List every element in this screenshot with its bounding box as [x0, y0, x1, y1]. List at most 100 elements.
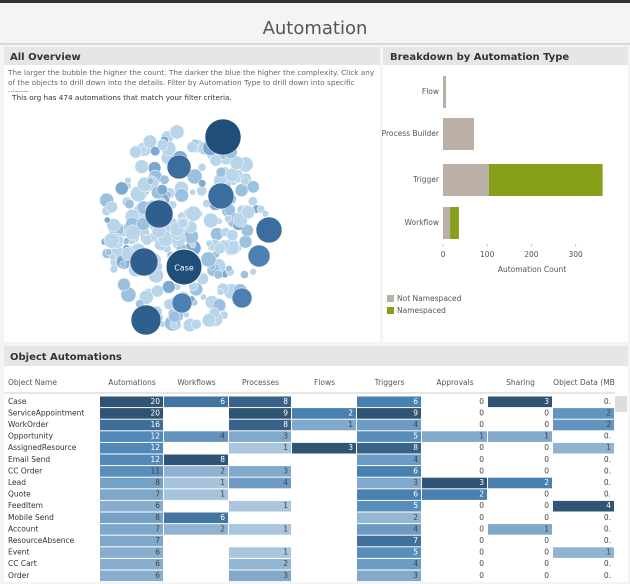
bubble: [247, 196, 258, 207]
cell-shade: [553, 408, 614, 419]
cell-value: 0: [544, 513, 549, 522]
bubble: [144, 199, 174, 229]
legend-swatch: [387, 295, 394, 302]
bubble: [203, 212, 219, 229]
cell-value: 2: [606, 420, 611, 429]
cell-value: 9: [413, 408, 418, 417]
cell-shade: [164, 477, 228, 489]
bar: [443, 118, 474, 150]
row-label: Account: [8, 524, 38, 533]
bubble: [119, 260, 127, 268]
cell-value: 1: [479, 432, 484, 441]
cell-value: 6: [155, 559, 160, 568]
cell-value: 5: [413, 501, 418, 510]
y-tick-label: Workflow: [405, 218, 439, 227]
cell-shade: [357, 489, 421, 500]
cell-value: 0.: [604, 524, 611, 533]
bubble: [215, 166, 227, 178]
bubble: [130, 304, 162, 336]
bubble: [205, 239, 213, 247]
cell-value: 12: [150, 432, 160, 441]
cell-shade: [357, 500, 421, 512]
row-label: Opportunity: [8, 432, 54, 441]
cell-value: 3: [283, 571, 288, 580]
cell-value: 4: [413, 524, 418, 533]
cell-value: 1: [283, 501, 288, 510]
bubble: [114, 181, 129, 196]
bubble: [103, 216, 111, 224]
row-label: CC Cart: [8, 559, 37, 568]
cell-value: 3: [544, 397, 549, 406]
bubble: [225, 265, 233, 273]
bubble: [134, 159, 149, 174]
bubble: [185, 205, 202, 222]
cell-shade: [229, 524, 291, 535]
bubble: [261, 210, 270, 218]
cell-value: 0.: [604, 490, 611, 499]
row-label: Case: [8, 397, 27, 406]
cell-value: 0: [479, 559, 484, 568]
scrollbar[interactable]: [615, 396, 627, 412]
y-tick-label: Trigger: [412, 175, 440, 184]
cell-value: 4: [413, 455, 418, 464]
cell-value: 7: [413, 536, 418, 545]
cell-value: 2: [479, 490, 484, 499]
cell-value: 20: [150, 397, 160, 406]
bubble: [109, 264, 119, 274]
legend-label: Not Namespaced: [397, 294, 462, 303]
bubble: [168, 310, 181, 323]
cell-shade: [357, 535, 421, 547]
cell-shade: [488, 431, 552, 442]
cell-value: 6: [155, 548, 160, 557]
cell-value: 6: [155, 501, 160, 510]
cell-shade: [229, 408, 291, 419]
bubble: [214, 242, 226, 255]
cell-value: 0: [544, 536, 549, 545]
cell-shade: [357, 477, 421, 489]
bubble-highlight: [165, 248, 203, 286]
bubble: [200, 251, 217, 268]
cell-value: 7: [155, 536, 160, 545]
bubble: [169, 124, 185, 140]
cell-value: 0: [544, 443, 549, 452]
cell-value: 2: [348, 408, 353, 417]
cell-shade: [357, 570, 421, 582]
row-label: Order: [8, 571, 30, 580]
cell-shade: [164, 512, 228, 524]
row-label: Email Send: [8, 455, 50, 464]
bubble: [216, 288, 225, 296]
cell-shade: [100, 431, 163, 442]
bubble: [156, 139, 169, 151]
bubble: [196, 185, 208, 197]
cell-value: 0: [544, 408, 549, 417]
cell-value: 4: [413, 559, 418, 568]
cell-value: 9: [283, 408, 288, 417]
legend-label: Namespaced: [397, 306, 446, 315]
bubble: [209, 153, 223, 167]
cell-shade: [422, 477, 487, 489]
bubble: [189, 188, 196, 196]
row-label: CC Order: [8, 466, 43, 475]
cell-value: 2: [413, 513, 418, 522]
cell-value: 7: [155, 524, 160, 533]
cell-shade: [357, 547, 421, 558]
cell-value: 1: [544, 432, 549, 441]
cell-shade: [229, 558, 291, 570]
cell-value: 0.: [604, 455, 611, 464]
cell-value: 3: [283, 466, 288, 475]
cell-value: 0: [544, 420, 549, 429]
bubble: [146, 177, 155, 185]
cell-shade: [100, 396, 163, 408]
bar: [488, 164, 603, 196]
cell-value: 0.: [604, 513, 611, 522]
cell-shade: [357, 442, 421, 454]
page-title: Automation: [263, 18, 368, 39]
cell-value: 1: [220, 490, 225, 499]
y-tick-label: Process Builder: [382, 129, 440, 138]
bar: [450, 207, 459, 239]
bubble: [129, 145, 143, 159]
row-label: Mobile Send: [8, 513, 54, 522]
cell-value: 0.: [604, 478, 611, 487]
x-tick-label: 200: [524, 250, 539, 259]
